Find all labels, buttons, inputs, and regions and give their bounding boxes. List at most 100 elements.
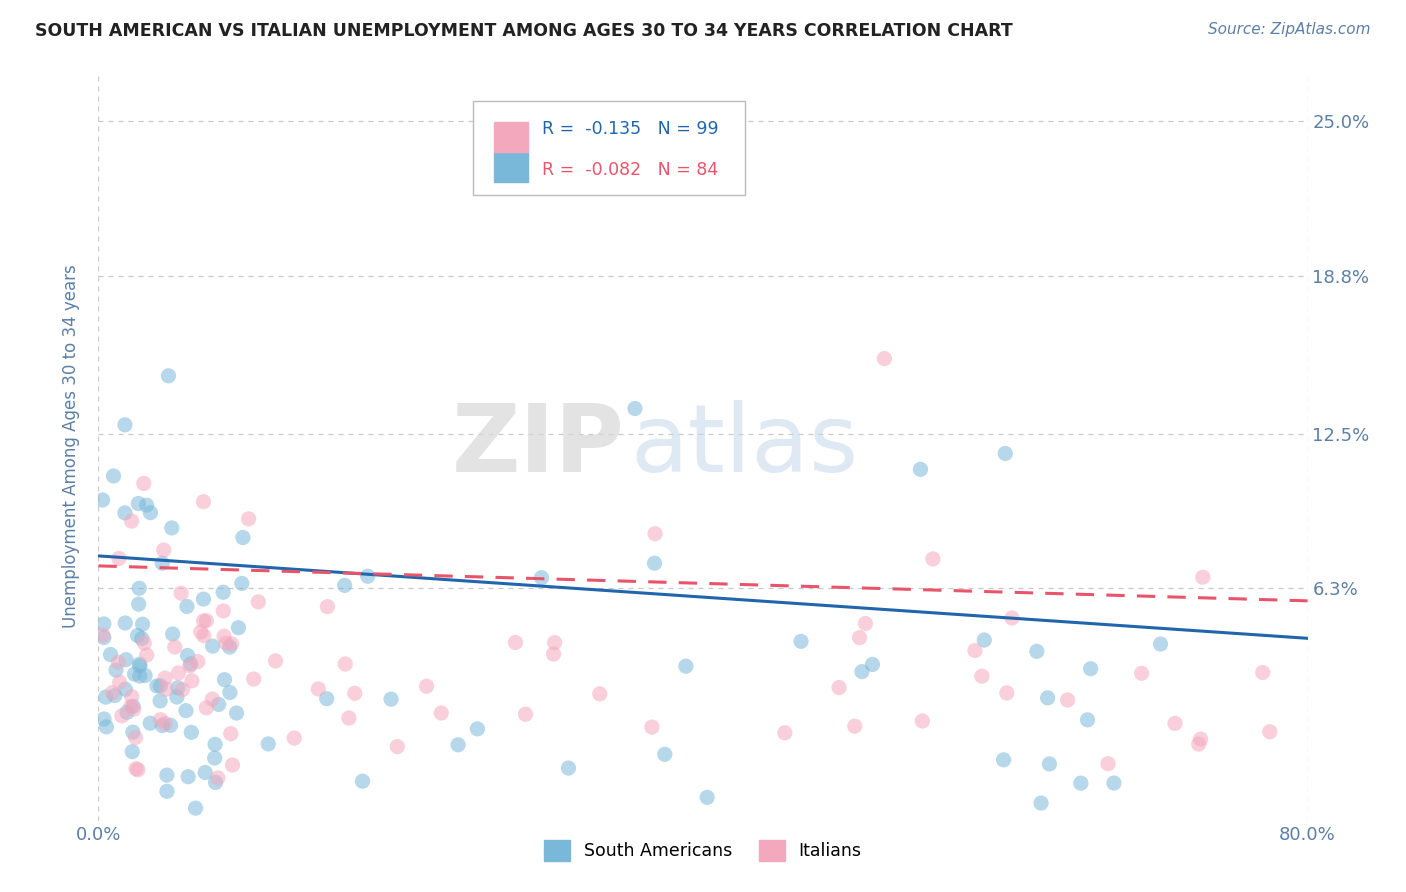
Point xyxy=(221,758,243,772)
Point xyxy=(231,576,253,591)
Point xyxy=(624,401,647,416)
Point xyxy=(91,493,114,508)
Point xyxy=(333,578,356,592)
Point xyxy=(505,635,527,649)
Point xyxy=(873,351,896,366)
Point xyxy=(155,682,177,697)
Point xyxy=(149,679,172,693)
Point xyxy=(127,496,149,510)
Point xyxy=(149,694,172,708)
Point xyxy=(543,635,565,649)
Bar xyxy=(494,152,527,182)
Point xyxy=(181,673,204,688)
Point xyxy=(100,648,122,662)
Point xyxy=(696,790,718,805)
Point xyxy=(1070,776,1092,790)
Point xyxy=(135,498,157,512)
Point xyxy=(387,739,409,754)
Point xyxy=(855,616,877,631)
Point xyxy=(139,716,162,731)
Text: SOUTH AMERICAN VS ITALIAN UNEMPLOYMENT AMONG AGES 30 TO 34 YEARS CORRELATION CHA: SOUTH AMERICAN VS ITALIAN UNEMPLOYMENT A… xyxy=(35,22,1012,40)
Point xyxy=(176,648,198,663)
Point xyxy=(207,771,229,785)
Point xyxy=(125,762,148,776)
Point xyxy=(93,712,115,726)
Point xyxy=(247,595,270,609)
Point xyxy=(994,446,1017,460)
Point xyxy=(970,669,993,683)
Point xyxy=(1191,570,1213,584)
Point xyxy=(156,768,179,782)
Point xyxy=(343,686,366,700)
Point xyxy=(337,711,360,725)
Point xyxy=(180,657,202,671)
Point xyxy=(201,692,224,706)
Point xyxy=(380,692,402,706)
Point xyxy=(447,738,470,752)
Point xyxy=(675,659,697,673)
Point xyxy=(93,631,115,645)
Point xyxy=(219,685,242,699)
Point xyxy=(115,706,138,720)
Point xyxy=(120,699,142,714)
Point xyxy=(589,687,612,701)
Point xyxy=(315,691,337,706)
Point xyxy=(150,556,173,570)
Text: R =  -0.082   N = 84: R = -0.082 N = 84 xyxy=(543,161,718,178)
Point xyxy=(1036,690,1059,705)
Point xyxy=(135,648,157,662)
Point xyxy=(1056,693,1078,707)
Point xyxy=(530,571,553,585)
Point xyxy=(159,718,181,732)
Point xyxy=(543,647,565,661)
Point xyxy=(114,506,136,520)
Point xyxy=(128,669,150,683)
Point xyxy=(153,716,176,731)
Point xyxy=(257,737,280,751)
Point xyxy=(163,640,186,654)
Point xyxy=(193,494,215,508)
Point xyxy=(177,770,200,784)
Point xyxy=(515,707,537,722)
Point xyxy=(1149,637,1171,651)
Point xyxy=(644,556,666,570)
Point xyxy=(152,543,174,558)
Point xyxy=(174,704,197,718)
Point xyxy=(195,614,218,628)
Point xyxy=(170,586,193,600)
Text: atlas: atlas xyxy=(630,400,859,492)
Point xyxy=(242,672,264,686)
Point xyxy=(176,599,198,614)
Point xyxy=(190,624,212,639)
Point xyxy=(851,665,873,679)
Point xyxy=(122,699,145,714)
Point xyxy=(128,657,150,672)
Point xyxy=(212,585,235,599)
Point xyxy=(644,526,666,541)
Point xyxy=(108,551,131,566)
Point xyxy=(132,476,155,491)
Point xyxy=(218,640,240,654)
Point xyxy=(193,629,215,643)
Point xyxy=(129,658,152,673)
Point xyxy=(204,751,226,765)
Text: R =  -0.135   N = 99: R = -0.135 N = 99 xyxy=(543,120,718,138)
Point xyxy=(641,720,664,734)
Point xyxy=(127,628,149,642)
Point xyxy=(105,663,128,677)
Point xyxy=(911,714,934,728)
Point xyxy=(557,761,579,775)
Point xyxy=(467,722,489,736)
Point xyxy=(232,531,254,545)
Point xyxy=(179,658,201,673)
Point xyxy=(1258,724,1281,739)
Point xyxy=(111,708,134,723)
Point xyxy=(415,679,437,693)
Point xyxy=(1025,644,1047,658)
Point xyxy=(96,720,118,734)
Point xyxy=(195,700,218,714)
Point xyxy=(146,679,169,693)
Point xyxy=(91,628,114,642)
Point xyxy=(104,689,127,703)
Point xyxy=(134,636,156,650)
